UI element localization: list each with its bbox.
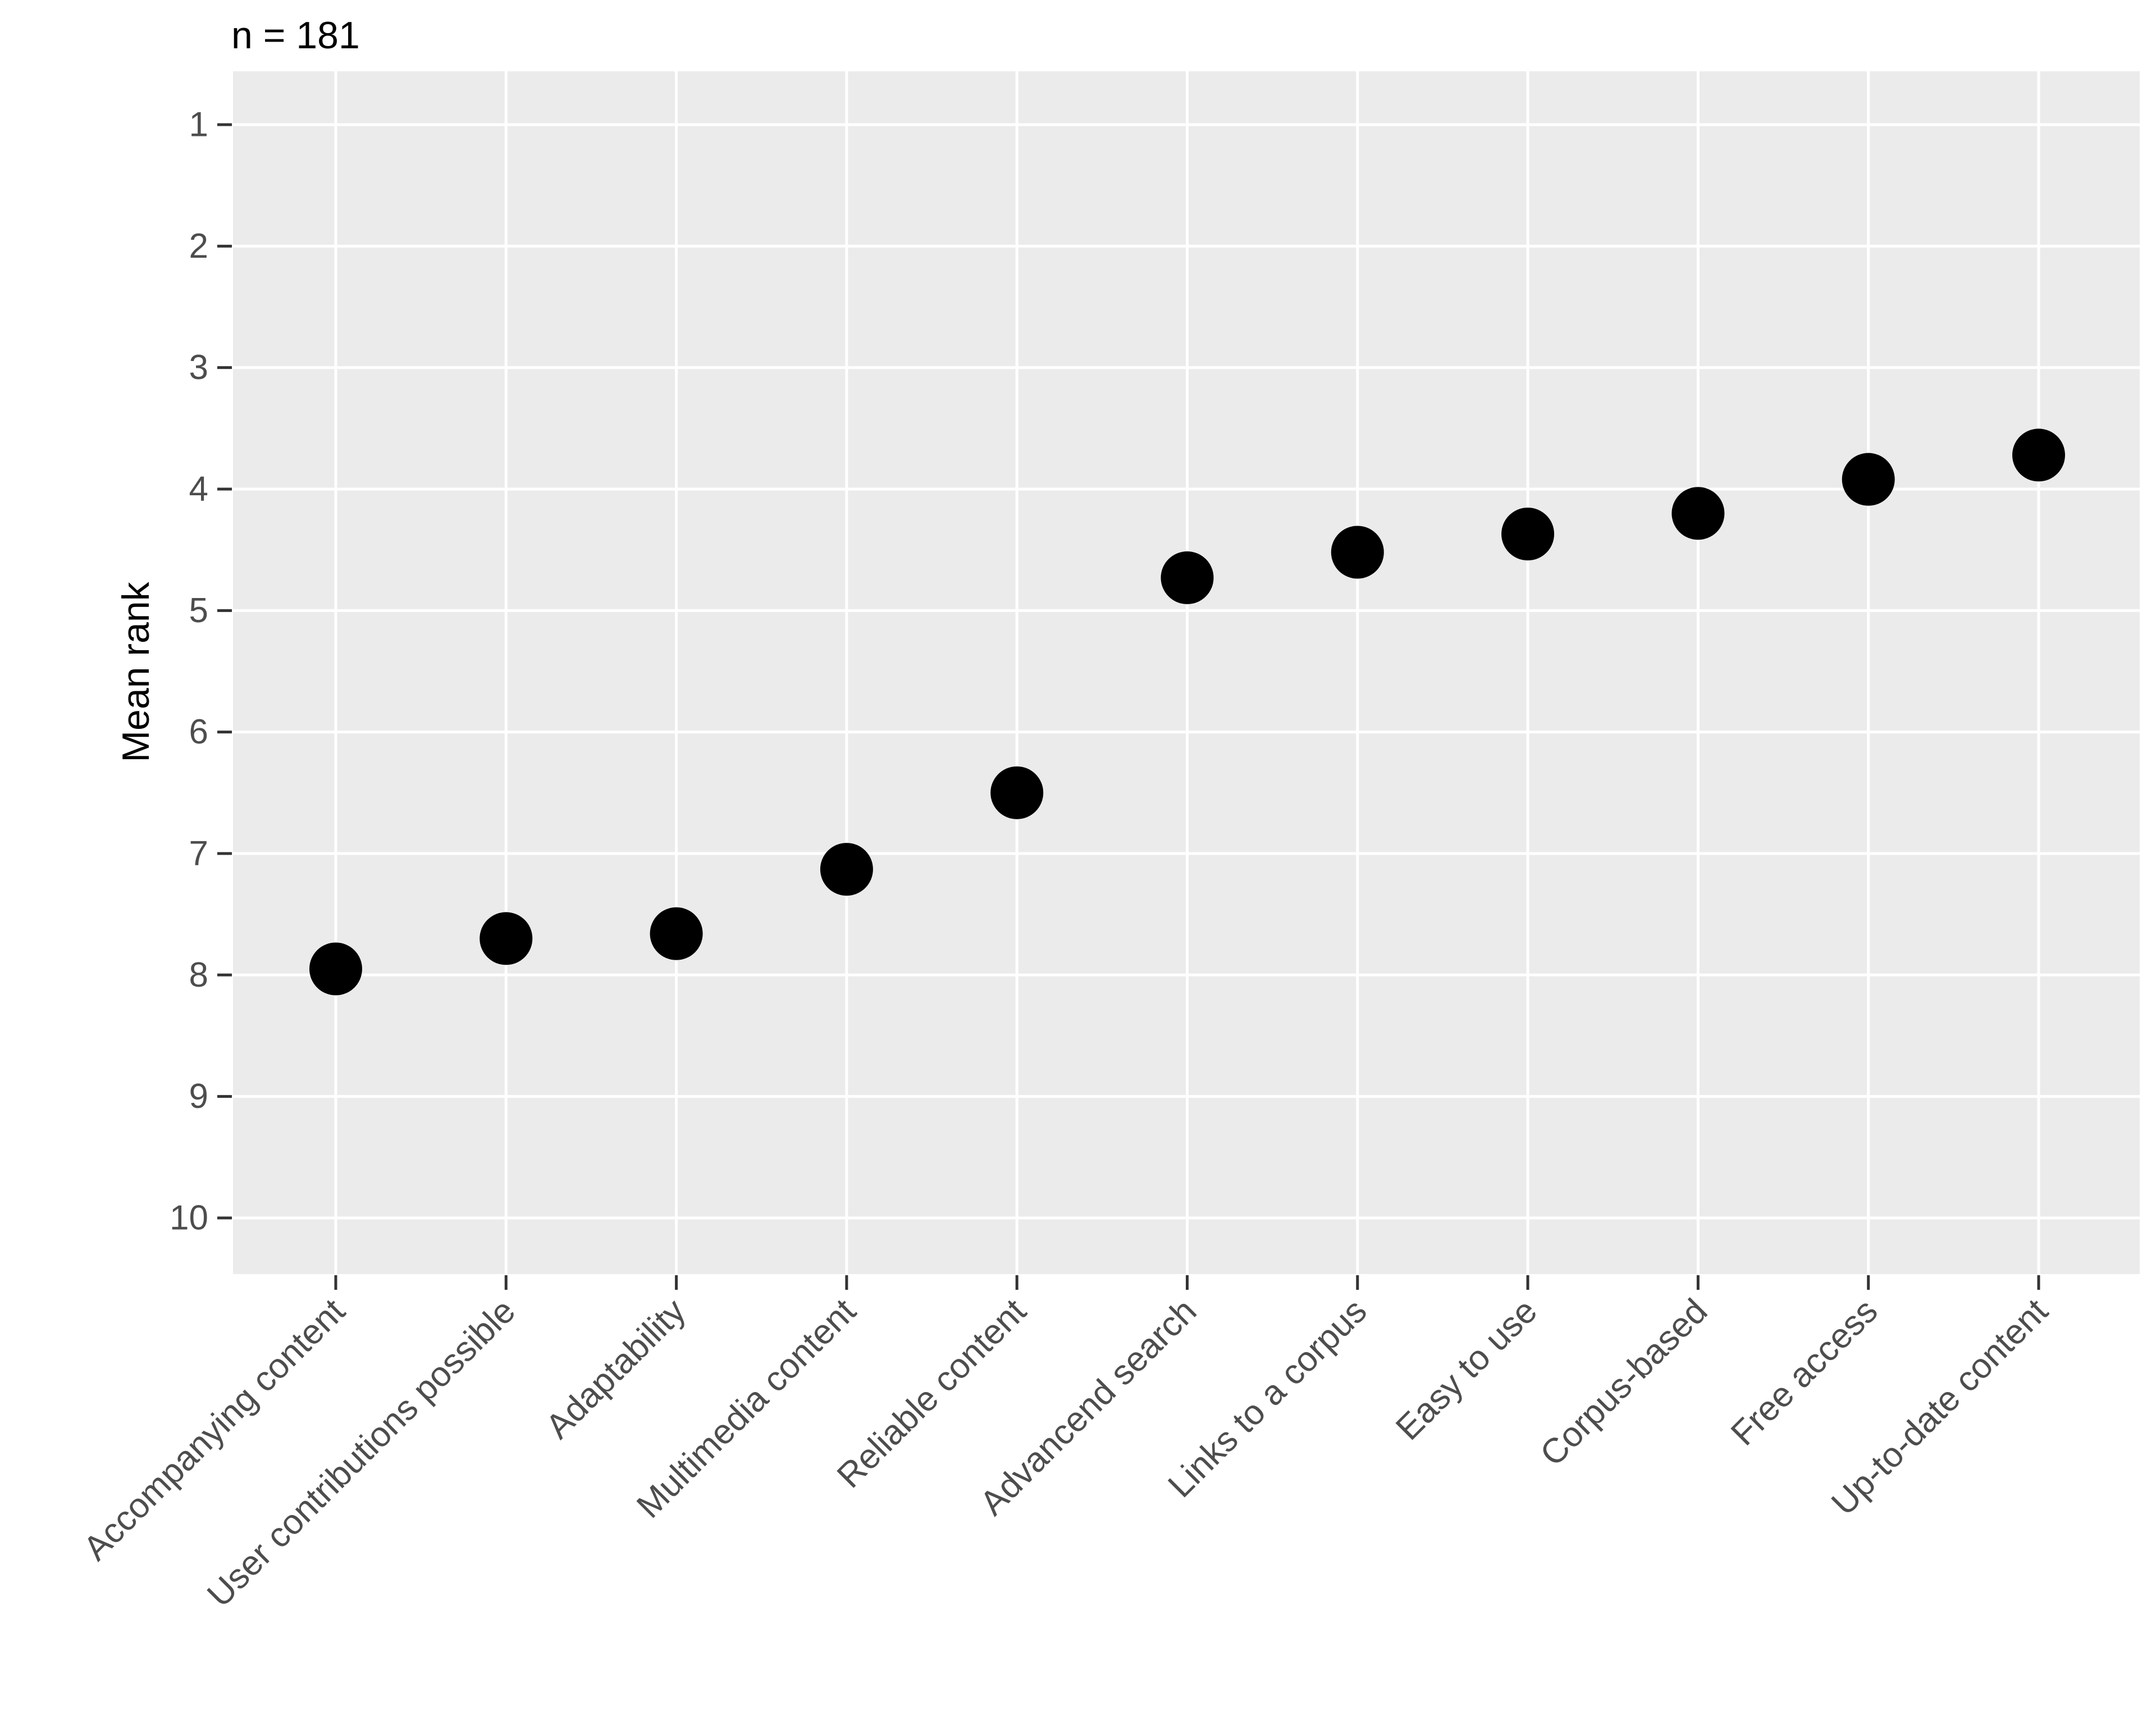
- data-point: [479, 912, 533, 965]
- data-point: [820, 843, 873, 896]
- x-tick-label: Easy to use: [1388, 1292, 1545, 1448]
- y-tick-label: 7: [189, 834, 208, 873]
- data-point: [650, 907, 703, 960]
- plot-title: n = 181: [231, 14, 360, 57]
- data-point: [309, 942, 362, 996]
- data-point: [2012, 428, 2065, 482]
- y-tick-label: 8: [189, 956, 208, 994]
- data-point: [1331, 526, 1384, 579]
- data-point: [990, 766, 1044, 819]
- y-tick-label: 5: [189, 591, 208, 630]
- y-tick-label: 10: [170, 1198, 208, 1237]
- x-tick-label: Free access: [1724, 1292, 1885, 1453]
- data-point: [1671, 487, 1725, 540]
- y-tick-label: 1: [189, 106, 208, 144]
- y-tick-label: 9: [189, 1077, 208, 1116]
- x-tick-label: User contributions possible: [200, 1292, 523, 1614]
- data-point: [1501, 508, 1555, 561]
- y-tick-label: 3: [189, 348, 208, 387]
- y-tick-label: 2: [189, 227, 208, 266]
- y-tick-label: 6: [189, 713, 208, 751]
- y-tick-label: 4: [189, 469, 208, 508]
- x-tick-label: Adaptability: [538, 1292, 693, 1446]
- data-point: [1161, 551, 1214, 604]
- data-point: [1842, 453, 1895, 506]
- x-tick-label: Corpus-based: [1533, 1292, 1715, 1473]
